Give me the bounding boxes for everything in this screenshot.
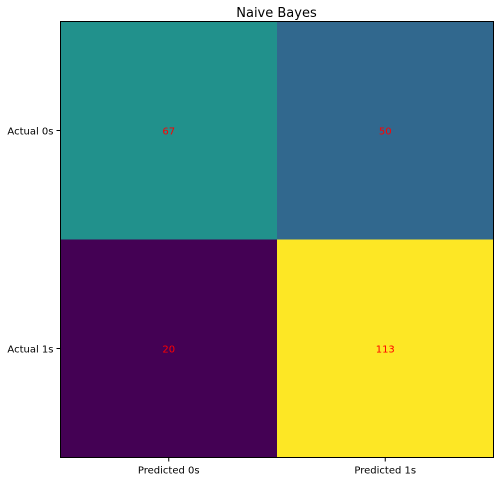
- heatmap-cell-r1-c1: [277, 239, 494, 458]
- chart-title: Naive Bayes: [236, 6, 317, 21]
- x-tick-label: Predicted 0s: [138, 466, 200, 477]
- heatmap-cell-r1-c0: [60, 239, 277, 458]
- cell-value-label: 67: [162, 127, 175, 138]
- heatmap-cell-r0-c0: [60, 21, 277, 240]
- heatmap-cell-r0-c1: [277, 21, 494, 240]
- cell-value-label: 113: [376, 345, 395, 356]
- plot-frame: [60, 21, 494, 458]
- y-tick-label: Actual 1s: [7, 345, 53, 356]
- y-tick-label: Actual 0s: [7, 127, 53, 138]
- cell-value-label: 20: [162, 345, 175, 356]
- x-tick-label: Predicted 1s: [354, 466, 416, 477]
- cell-value-label: 50: [379, 127, 392, 138]
